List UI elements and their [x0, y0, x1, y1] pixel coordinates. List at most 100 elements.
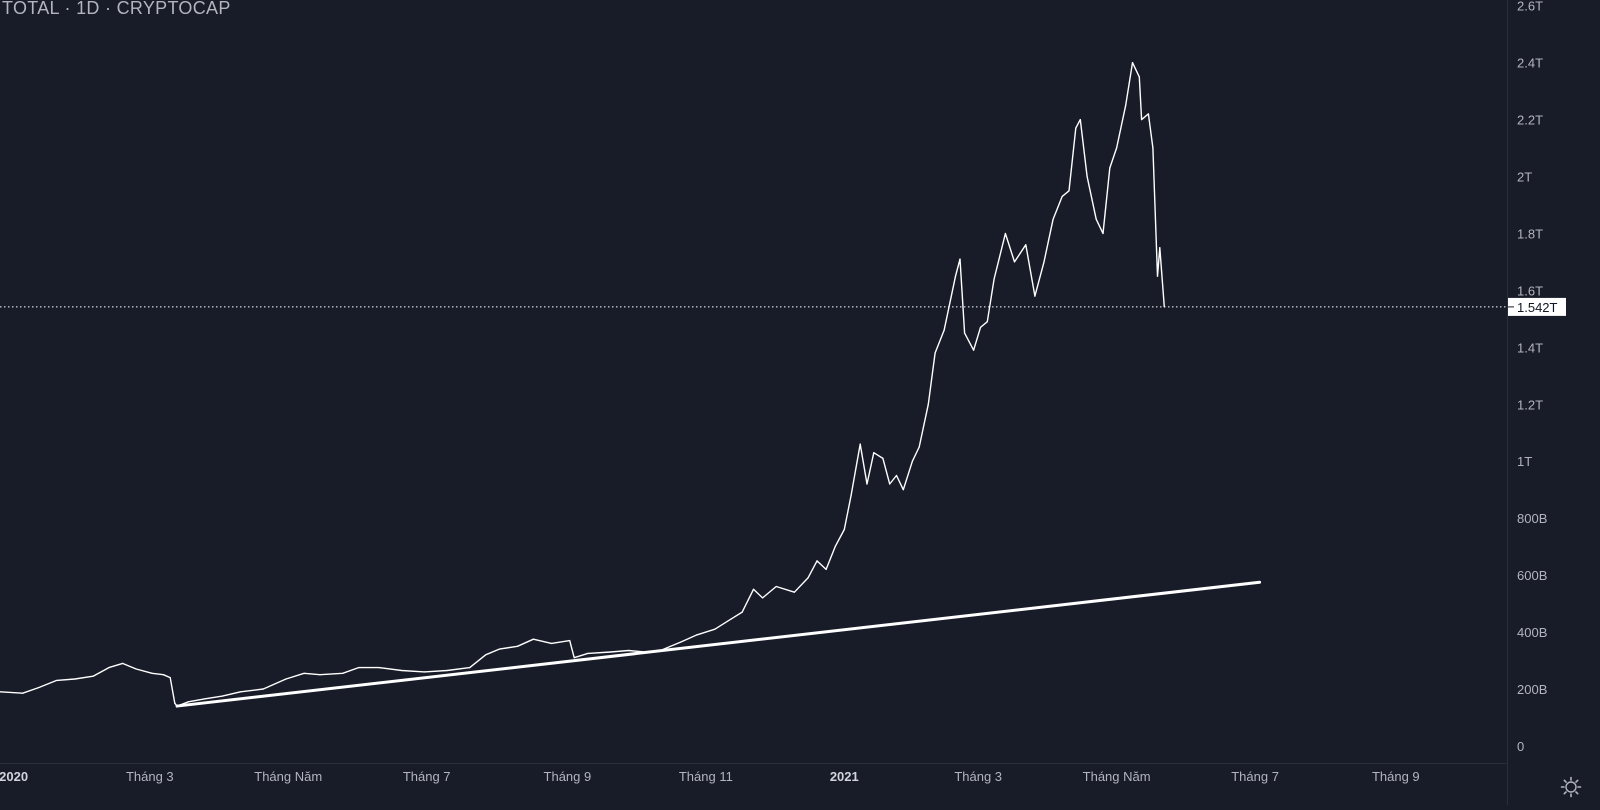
price-axis[interactable]: 0 200B 400B 600B 800B 1T 1.2T 1.4T 1.6T 1.8T 2T 2.2… [1517, 0, 1547, 754]
price-data-point [1109, 167, 1111, 169]
y-tick-label: 1.8T [1517, 226, 1543, 241]
price-data-point [696, 634, 698, 636]
price-data-point [741, 611, 743, 613]
price-data-point [834, 546, 836, 548]
price-data-point [730, 618, 732, 620]
price-data-point [628, 649, 630, 652]
price-data-point [1034, 295, 1036, 297]
price-label: 1.542T [1517, 300, 1558, 315]
price-data-point [859, 443, 861, 445]
price-data-point [1043, 261, 1045, 263]
price-data-point [1147, 113, 1150, 115]
price-data-point [1152, 147, 1154, 149]
price-data-point [986, 321, 988, 323]
x-tick-label: Tháng 9 [544, 769, 592, 784]
y-tick-label: 400B [1517, 625, 1547, 640]
x-tick-label: 2021 [830, 769, 859, 784]
price-data-point [993, 278, 995, 280]
y-tick-label: 2.6T [1517, 0, 1543, 14]
x-tick-label: Tháng 7 [1231, 769, 1279, 784]
price-data-point [1086, 175, 1088, 178]
y-tick-label: 1.6T [1517, 283, 1543, 298]
price-data-point [1004, 232, 1007, 235]
y-tick-label: 2.4T [1517, 56, 1543, 71]
symbol-title: TOTAL · 1D · CRYPTOCAP [2, 0, 231, 18]
y-tick-label: 600B [1517, 568, 1547, 583]
price-data-point [108, 667, 110, 669]
price-data-point [1102, 232, 1104, 235]
price-data-point [943, 329, 945, 331]
price-data-point [162, 674, 165, 676]
price-data-point [1138, 76, 1140, 78]
price-data-point [74, 678, 76, 680]
price-data-point [1052, 218, 1054, 220]
price-data-point [816, 560, 818, 562]
price-data-point [793, 591, 795, 593]
price-label-box [1508, 297, 1566, 316]
price-data-point [319, 674, 321, 676]
price-data-point [22, 692, 24, 694]
price-data-point [56, 679, 58, 682]
price-data-point [882, 457, 884, 459]
price-data-point [979, 326, 982, 329]
y-tick-label: 0 [1517, 739, 1524, 754]
price-data-point [203, 698, 205, 700]
price-data-point [174, 702, 176, 704]
time-axis[interactable]: 2020 Tháng 3 Tháng Năm Tháng 7 Tháng 9 Tháng … [0, 769, 1420, 784]
price-data-point [1075, 127, 1077, 129]
price-data-point [378, 667, 380, 669]
trendline[interactable] [175, 580, 1262, 708]
price-data-point [221, 695, 224, 697]
x-tick-label: Tháng 3 [954, 769, 1002, 784]
y-tick-label: 200B [1517, 682, 1547, 697]
price-data-point [1025, 244, 1027, 246]
price-data-point [1125, 104, 1127, 106]
price-data-point [1159, 247, 1161, 249]
price-data-point [959, 258, 961, 260]
x-tick-label: Tháng 3 [126, 769, 174, 784]
price-data-point [485, 654, 487, 656]
price-data-point [825, 568, 827, 571]
x-tick-label: Tháng 9 [1372, 769, 1420, 784]
price-data-point [927, 403, 929, 405]
price-data-point [135, 668, 137, 670]
y-tick-label: 1T [1517, 454, 1532, 469]
price-data-point [1079, 118, 1081, 121]
price-data-point [37, 686, 40, 689]
price-data-point [866, 483, 868, 485]
gear-icon[interactable] [1560, 776, 1582, 798]
price-data-point [262, 688, 264, 690]
price-marker-layer: 1.542T [0, 297, 1566, 316]
price-data-point [895, 474, 898, 477]
price-data-point [187, 701, 189, 703]
price-data-point [151, 672, 153, 674]
price-data-point [1013, 261, 1016, 263]
price-data-point [714, 628, 716, 630]
price-data-point [169, 676, 171, 679]
price-data-point [973, 349, 975, 351]
price-data-point [1116, 147, 1118, 149]
price-data-point [342, 672, 344, 674]
price-data-point [1068, 190, 1070, 192]
x-tick-label: Tháng Năm [254, 769, 322, 784]
price-data-point [1095, 218, 1097, 220]
price-data-point [911, 460, 913, 462]
y-tick-label: 1.2T [1517, 397, 1543, 412]
price-data-point [498, 648, 500, 650]
plot-area[interactable] [0, 61, 1262, 708]
price-data-point [423, 671, 426, 673]
price-data-point [469, 667, 471, 669]
price-data-point [1156, 275, 1159, 277]
x-tick-label: Tháng 7 [403, 769, 451, 784]
price-data-point [357, 667, 360, 669]
price-data-point [0, 691, 1, 693]
price-data-point [532, 638, 534, 640]
price-data-point [401, 669, 403, 672]
price-data-point [843, 528, 845, 531]
price-data-point [934, 352, 936, 354]
price-data-point [761, 597, 764, 599]
x-tick-label: Tháng 11 [679, 769, 733, 784]
